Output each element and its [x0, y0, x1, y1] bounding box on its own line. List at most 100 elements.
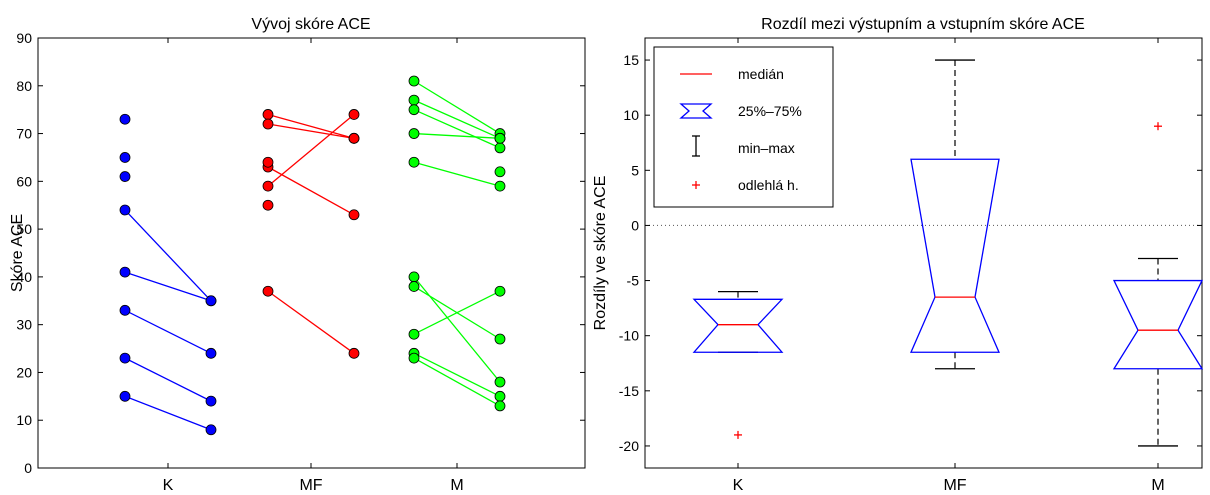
left-y-tick-label: 60 — [16, 173, 32, 189]
left-data-marks — [119, 75, 506, 436]
right-x-categories: K MF M — [733, 38, 1165, 494]
pair-line — [267, 290, 355, 354]
data-point — [348, 347, 360, 359]
data-point — [262, 109, 274, 120]
left-y-tick-label: 90 — [16, 30, 32, 46]
data-point — [262, 156, 274, 168]
left-y-tick-label: 10 — [16, 412, 32, 428]
pair-line — [267, 113, 355, 187]
right-x-category-label: K — [733, 477, 744, 494]
data-point — [408, 94, 420, 106]
data-point — [408, 281, 420, 292]
right-x-category-label: M — [1151, 477, 1164, 494]
left-x-category-label: K — [163, 477, 174, 494]
legend-outlier-symbol — [692, 181, 700, 189]
legend-label-whisker: min–max — [738, 140, 795, 156]
series-K — [119, 113, 217, 436]
data-point — [348, 209, 360, 221]
left-y-tick-label: 50 — [16, 221, 32, 237]
data-point — [494, 390, 506, 402]
right-chart-title: Rozdíl mezi výstupním a vstupním skóre A… — [761, 16, 1085, 33]
data-point — [119, 304, 131, 316]
left-y-ticks: 0 10 20 30 40 50 60 70 80 90 — [16, 30, 585, 476]
right-chart: Rozdíl mezi výstupním a vstupním skóre A… — [592, 16, 1204, 494]
data-point — [408, 128, 420, 139]
right-y-tick-label: 0 — [631, 217, 639, 233]
data-point — [205, 347, 217, 359]
series-M — [408, 75, 506, 412]
pair-line — [413, 109, 501, 149]
pair-line — [413, 161, 501, 187]
data-point — [205, 395, 217, 407]
left-y-tick-label: 20 — [16, 364, 32, 380]
pair-line — [413, 290, 501, 335]
left-x-category-label: M — [450, 477, 463, 494]
data-point — [408, 156, 420, 168]
left-y-tick-label: 70 — [16, 126, 32, 142]
left-y-tick-label: 40 — [16, 269, 32, 285]
left-y-tick-label: 0 — [24, 460, 32, 476]
pair-line — [267, 166, 355, 216]
left-x-category-label: MF — [299, 477, 322, 494]
pair-line — [124, 395, 212, 431]
right-box-marks — [692, 59, 1204, 447]
data-point — [408, 75, 420, 87]
data-point — [205, 295, 217, 307]
legend-box-symbol — [679, 103, 713, 119]
data-point — [408, 352, 420, 364]
right-y-ticks: 15 10 5 0 -5 -10 -15 -20 — [619, 52, 1202, 454]
data-point — [262, 199, 274, 211]
data-point — [494, 132, 506, 144]
legend-label-median: medián — [738, 66, 784, 82]
data-point — [494, 285, 506, 297]
data-point — [119, 113, 131, 125]
data-point — [262, 118, 274, 130]
pair-line — [413, 352, 501, 397]
left-y-tick-label: 80 — [16, 78, 32, 94]
pair-line — [124, 309, 212, 354]
right-y-tick-label: -15 — [619, 383, 639, 399]
right-y-tick-label: -20 — [619, 438, 639, 454]
left-x-categories: K MF M — [163, 38, 464, 494]
data-point — [494, 142, 506, 154]
left-chart-title: Vývoj skóre ACE — [251, 16, 370, 33]
data-point — [494, 400, 506, 412]
data-point — [262, 180, 274, 192]
data-point — [494, 180, 506, 192]
pair-line — [413, 132, 501, 139]
right-x-category-label: MF — [943, 477, 966, 494]
right-y-tick-label: 10 — [623, 107, 639, 123]
data-point — [494, 333, 506, 345]
right-y-tick-label: 5 — [631, 162, 639, 178]
pair-line — [124, 209, 212, 302]
data-point — [408, 104, 420, 116]
data-point — [494, 376, 506, 388]
data-point — [119, 266, 131, 278]
pair-line — [124, 357, 212, 402]
pair-line — [413, 99, 501, 139]
data-point — [494, 166, 506, 178]
data-point — [119, 152, 131, 163]
data-point — [119, 352, 131, 364]
data-point — [262, 285, 274, 297]
data-point — [119, 390, 131, 402]
pair-line — [413, 276, 501, 383]
legend-label-box: 25%–75% — [738, 103, 802, 119]
data-point — [408, 328, 420, 340]
data-point — [205, 424, 217, 436]
right-y-tick-label: 15 — [623, 52, 639, 68]
pair-line — [413, 357, 501, 407]
pair-line — [413, 80, 501, 135]
data-point — [119, 204, 131, 216]
legend: medián 25%–75% min–max odlehlá h. — [653, 46, 834, 208]
pair-line — [124, 271, 212, 302]
series-MF — [262, 109, 360, 359]
left-y-axis-label: Skóre ACE — [9, 214, 26, 292]
box-M — [1112, 122, 1204, 447]
right-y-tick-label: -5 — [627, 273, 640, 289]
right-y-tick-label: -10 — [619, 328, 639, 344]
data-point — [119, 171, 131, 182]
legend-label-outlier: odlehlá h. — [738, 177, 799, 193]
box-MF — [910, 59, 1000, 370]
